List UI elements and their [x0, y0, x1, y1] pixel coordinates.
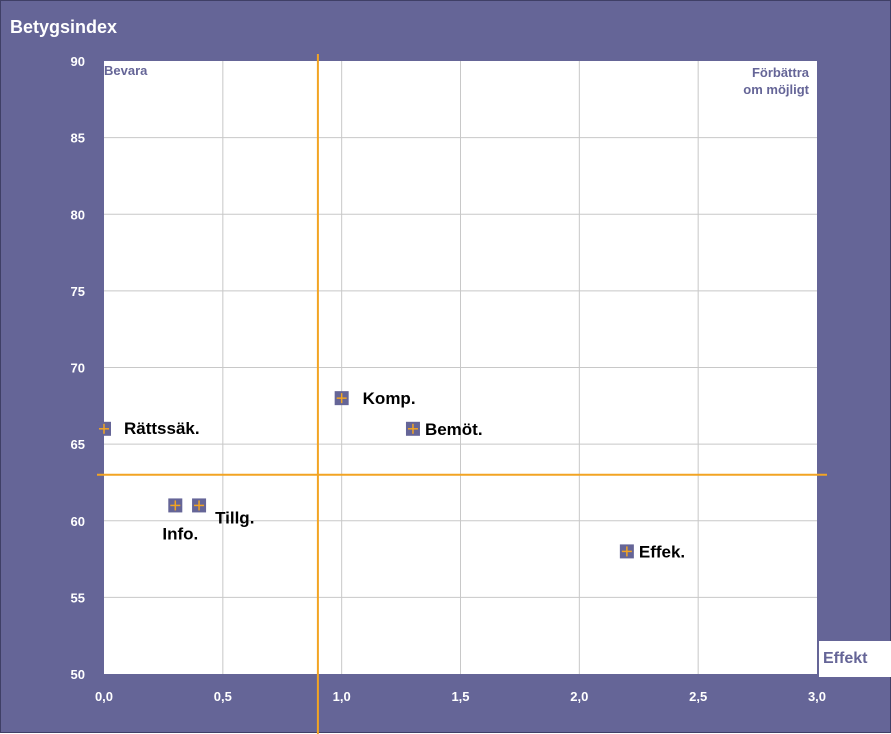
data-point-label: Info. — [162, 524, 198, 543]
y-tick-label: 80 — [71, 207, 85, 222]
y-tick-label: 55 — [71, 590, 85, 605]
quadrant-label-top-left: Bevara — [104, 63, 148, 78]
data-point-label: Tillg. — [215, 508, 254, 527]
x-tick-label: 1,0 — [333, 689, 351, 704]
x-tick-label: 3,0 — [808, 689, 826, 704]
y-tick-label: 50 — [71, 667, 85, 682]
x-axis-title: Effekt — [819, 641, 891, 677]
y-tick-label: 65 — [71, 437, 85, 452]
x-tick-label: 0,0 — [95, 689, 113, 704]
y-tick-label: 90 — [71, 54, 85, 69]
data-point-label: Komp. — [363, 389, 416, 408]
y-tick-label: 85 — [71, 131, 85, 146]
x-tick-label: 2,0 — [570, 689, 588, 704]
x-tick-label: 2,5 — [689, 689, 707, 704]
data-point-label: Bemöt. — [425, 420, 483, 439]
quadrant-label-top-right-2: om möjligt — [743, 82, 809, 97]
y-tick-label: 60 — [71, 514, 85, 529]
y-tick-label: 75 — [71, 284, 85, 299]
quadrant-label-top-right: Förbättra — [752, 65, 810, 80]
x-tick-label: 0,5 — [214, 689, 232, 704]
data-point-label: Rättssäk. — [124, 419, 200, 438]
y-axis-title: Betygsindex — [10, 17, 118, 37]
data-point-label: Effek. — [639, 542, 685, 561]
x-tick-label: 1,5 — [451, 689, 469, 704]
y-tick-label: 70 — [71, 361, 85, 376]
